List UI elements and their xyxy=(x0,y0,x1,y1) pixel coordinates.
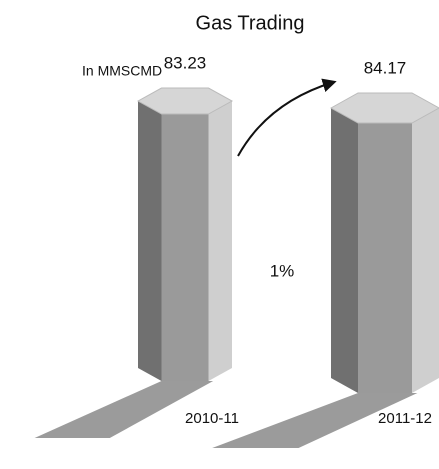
bar-face-left xyxy=(138,101,162,382)
bar xyxy=(329,92,439,393)
chart-title: Gas Trading xyxy=(196,12,305,34)
value-label: 83.23 xyxy=(164,53,207,72)
value-label: 84.17 xyxy=(364,58,407,77)
bar-top xyxy=(329,92,439,124)
unit-label: In MMSCMD xyxy=(82,63,162,79)
growth-arrow xyxy=(237,78,337,157)
bar-face-front xyxy=(161,114,209,382)
x-tick-label: 2011-12 xyxy=(378,410,432,427)
bar-face-left xyxy=(331,108,358,393)
bar-face-right xyxy=(412,108,439,393)
bar-face-right xyxy=(208,101,232,382)
x-tick-label: 2010-11 xyxy=(185,410,239,427)
growth-label: 1% xyxy=(270,261,295,280)
bar-top xyxy=(136,87,234,115)
bar-shadow xyxy=(212,393,418,448)
bar-face-front xyxy=(358,123,412,393)
bar xyxy=(136,87,234,382)
bar-shadow xyxy=(34,381,214,438)
